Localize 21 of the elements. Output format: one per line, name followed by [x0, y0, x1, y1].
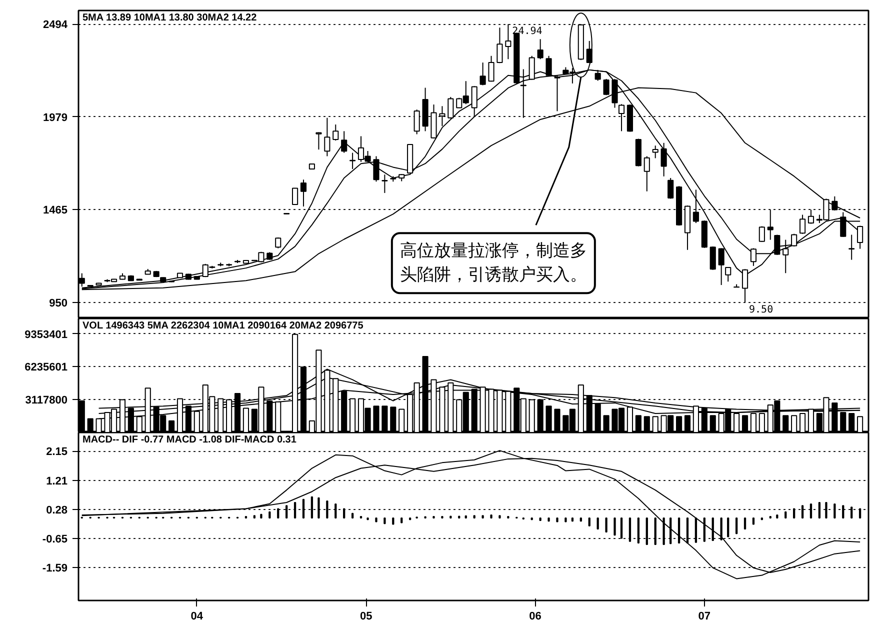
y-tick-label: 2.15: [46, 446, 68, 458]
y-tick-label: 1465: [43, 204, 68, 217]
y-tick-label: -1.59: [42, 562, 68, 575]
y-tick-label: 950: [49, 297, 68, 310]
y-tick-label: -0.65: [42, 533, 68, 546]
annotation: 高位放量拉涨停，制造多头陷阱，引诱散户买入。: [400, 241, 587, 286]
annotation: VOL 1496343 5MA 2262304 10MA1 2090164 20MA2 2096775: [82, 320, 364, 332]
y-tick-label: 0.28: [46, 504, 68, 516]
y-tick-label: 3117800: [25, 394, 68, 407]
y-tick-label: 9353401: [24, 328, 68, 341]
x-tick-label: 04: [190, 610, 204, 622]
annotation: MACD-- DIF -0.77 MACD -1.08 DIF-MACD 0.31: [82, 434, 297, 446]
annotation: 5MA 13.89 10MA1 13.80 30MA2 14.22: [82, 12, 258, 24]
y-tick-label: 6235601: [24, 362, 68, 374]
y-tick-label: 1.21: [46, 475, 68, 488]
y-tick-label: 1979: [43, 112, 68, 124]
x-tick-label: 05: [360, 610, 372, 622]
x-tick-label: 07: [698, 610, 711, 622]
y-tick-label: 2494: [43, 19, 68, 32]
x-tick-label: 06: [529, 610, 542, 622]
annotation: 9.50: [749, 304, 774, 316]
